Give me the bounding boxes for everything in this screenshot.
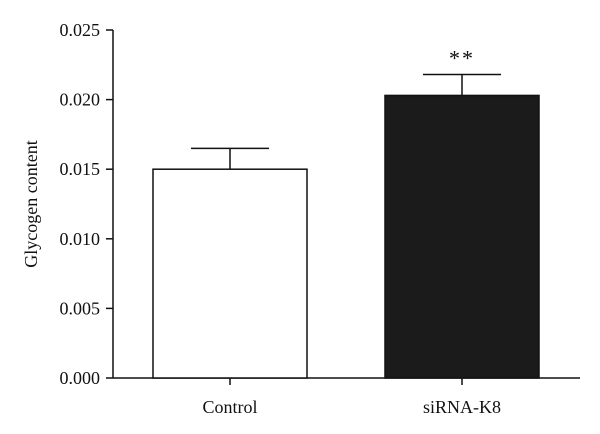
bar-control [152,168,308,379]
bar-sirna-k8 [384,94,540,379]
y-tick-label: 0.010 [60,229,101,249]
significance-annotation: ** [449,46,475,71]
x-tick-label: siRNA-K8 [423,397,501,417]
y-tick-label: 0.000 [60,368,101,388]
y-tick-label: 0.015 [60,159,101,179]
x-tick-label: Control [202,397,257,417]
y-tick-label: 0.005 [60,298,101,318]
y-axis-label: Glycogen content [21,140,41,267]
y-tick-label: 0.020 [60,90,101,110]
y-tick-label: 0.025 [60,20,101,40]
